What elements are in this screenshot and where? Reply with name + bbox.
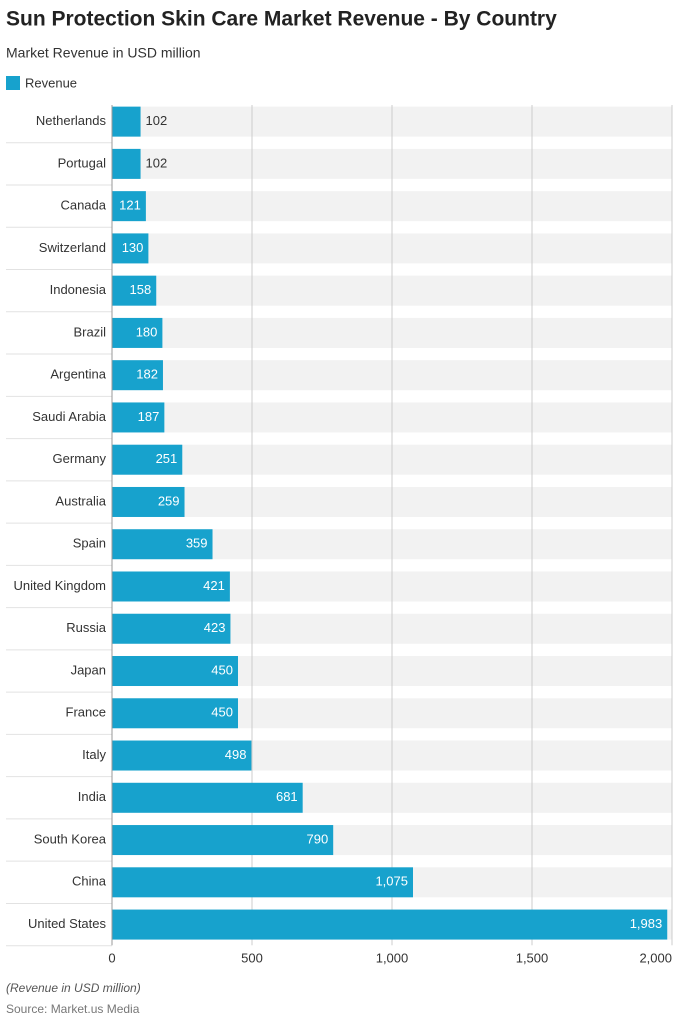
data-label: 180 [136, 324, 158, 339]
bar [112, 782, 303, 813]
data-label: 187 [138, 409, 160, 424]
y-tick-label: Switzerland [39, 240, 106, 255]
y-tick-label: Canada [60, 198, 106, 213]
y-tick-label: Netherlands [36, 113, 107, 128]
data-label: 158 [130, 282, 152, 297]
data-label: 130 [122, 240, 144, 255]
data-label: 450 [211, 662, 233, 677]
data-label: 102 [146, 155, 168, 170]
bar [112, 825, 334, 856]
x-tick-label: 1,000 [376, 951, 409, 966]
bar [112, 529, 213, 560]
y-tick-label: China [72, 874, 107, 889]
x-tick-label: 0 [108, 951, 115, 966]
legend-swatch [6, 76, 20, 90]
y-tick-label: Italy [82, 747, 106, 762]
bar [112, 867, 413, 898]
bar [112, 317, 163, 348]
bar [112, 360, 163, 391]
y-tick-label: Brazil [73, 324, 106, 339]
bar [112, 613, 231, 644]
data-label: 1,983 [630, 916, 663, 931]
y-tick-label: Germany [53, 451, 107, 466]
data-label: 498 [225, 747, 247, 762]
data-label: 681 [276, 789, 298, 804]
bar [112, 148, 141, 179]
y-tick-label: Spain [73, 536, 106, 551]
source: Source: Market.us Media [6, 1002, 140, 1016]
bar [112, 233, 149, 264]
data-label: 102 [146, 113, 168, 128]
data-label: 450 [211, 705, 233, 720]
chart-subtitle: Market Revenue in USD million [6, 45, 201, 61]
x-tick-label: 2,000 [639, 951, 672, 966]
bar [112, 191, 146, 222]
note: (Revenue in USD million) [6, 981, 141, 995]
bar [112, 740, 252, 771]
data-label: 259 [158, 493, 180, 508]
legend-label: Revenue [25, 75, 77, 90]
bar [112, 909, 668, 940]
y-tick-label: Saudi Arabia [32, 409, 106, 424]
y-tick-label: Indonesia [50, 282, 107, 297]
bar [112, 486, 185, 517]
bar [112, 106, 141, 137]
data-label: 251 [156, 451, 178, 466]
bar [112, 698, 238, 729]
y-tick-label: Portugal [58, 155, 107, 170]
y-tick-label: Argentina [50, 367, 106, 382]
y-tick-label: France [66, 705, 106, 720]
bar [112, 402, 165, 433]
data-label: 182 [136, 367, 158, 382]
bar [112, 656, 238, 687]
chart-title: Sun Protection Skin Care Market Revenue … [6, 8, 557, 31]
bar [112, 275, 157, 306]
x-tick-label: 500 [241, 951, 263, 966]
bar [112, 444, 183, 475]
x-tick-label: 1,500 [516, 951, 549, 966]
y-tick-label: South Korea [34, 831, 107, 846]
data-label: 121 [119, 198, 141, 213]
y-tick-label: Russia [66, 620, 107, 635]
data-label: 423 [204, 620, 226, 635]
data-label: 421 [203, 578, 225, 593]
data-label: 790 [306, 831, 328, 846]
y-tick-label: United States [28, 916, 107, 931]
bar [112, 571, 230, 602]
data-label: 359 [186, 536, 208, 551]
y-tick-label: Australia [55, 493, 106, 508]
y-tick-label: Japan [71, 662, 106, 677]
y-tick-label: United Kingdom [14, 578, 107, 593]
data-label: 1,075 [375, 874, 408, 889]
y-tick-label: India [78, 789, 107, 804]
